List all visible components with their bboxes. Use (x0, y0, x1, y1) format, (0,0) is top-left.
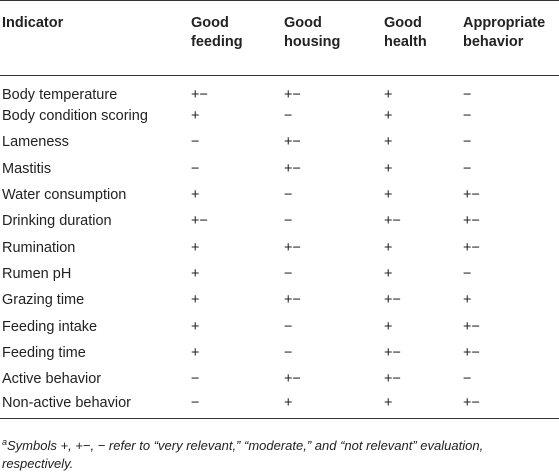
housing-cell: − (284, 265, 293, 282)
behavior-cell: +− (463, 213, 480, 230)
health-cell: + (384, 134, 393, 151)
indicator-cell: Feeding intake (2, 318, 98, 335)
table-row: Grazing time + +− +− + (0, 287, 559, 313)
feeding-cell: + (191, 187, 200, 204)
table-row: Active behavior − +− +− − (0, 366, 559, 392)
footnote-marker: a (2, 437, 8, 447)
feeding-cell: + (191, 108, 200, 125)
behavior-cell: +− (463, 187, 480, 204)
table-row: Feeding intake + − + +− (0, 313, 559, 339)
behavior-cell: − (463, 265, 472, 282)
feeding-cell: + (191, 265, 200, 282)
table-row: Body condition scoring + − + − (0, 103, 559, 129)
housing-cell: − (284, 187, 293, 204)
housing-cell: +− (284, 292, 301, 309)
housing-cell: + (279, 392, 379, 420)
health-cell: + (384, 265, 393, 282)
indicator-cell: Active behavior (2, 371, 102, 388)
housing-cell: +− (284, 160, 301, 177)
indicator-cell: Grazing time (2, 292, 85, 309)
housing-cell: − (284, 108, 293, 125)
health-cell: + (384, 160, 393, 177)
table-row: Lameness − +− + − (0, 129, 559, 155)
table-row: Mastitis − +− + − (0, 156, 559, 182)
health-cell: +− (384, 292, 401, 309)
feeding-cell: + (191, 239, 200, 256)
behavior-cell: +− (463, 318, 480, 335)
health-cell: +− (384, 344, 401, 361)
feeding-cell: − (186, 392, 279, 420)
table-row: Feeding time + − +− +− (0, 340, 559, 366)
header-appropriate-behavior: Appropriate behavior (458, 0, 559, 76)
health-cell: + (379, 392, 458, 420)
behavior-cell: − (463, 108, 472, 125)
feeding-cell: + (191, 344, 200, 361)
behavior-cell: − (463, 371, 472, 388)
table-row: Rumen pH + − + − (0, 261, 559, 287)
feeding-cell: − (191, 134, 200, 151)
header-good-feeding: Good feeding (186, 0, 279, 76)
feeding-cell: − (191, 160, 200, 177)
health-cell: + (384, 87, 393, 103)
indicator-cell: Mastitis (2, 160, 52, 177)
housing-cell: − (284, 213, 293, 230)
health-cell: + (384, 318, 393, 335)
feeding-cell: +− (191, 87, 208, 103)
header-good-housing: Good housing (279, 0, 379, 76)
behavior-cell: − (463, 160, 472, 177)
health-cell: + (384, 108, 393, 125)
header-good-health: Good health (379, 0, 458, 76)
housing-cell: − (284, 318, 293, 335)
table-row: Non-active behavior − + + +− (0, 392, 559, 420)
table-row: Body temperature +− +− + − (0, 76, 559, 103)
table-footnote: aSymbols +, +−, − refer to “very relevan… (2, 434, 557, 472)
behavior-cell: +− (458, 392, 559, 420)
indicator-cell: Water consumption (2, 187, 127, 204)
housing-cell: − (284, 344, 293, 361)
housing-cell: +− (284, 87, 301, 103)
feeding-cell: +− (191, 213, 208, 230)
indicator-cell: Rumination (2, 239, 76, 256)
indicator-cell: Non-active behavior (0, 392, 186, 420)
indicator-cell: Body condition scoring (2, 108, 148, 125)
behavior-cell: − (463, 134, 472, 151)
health-cell: +− (384, 371, 401, 388)
indicator-cell: Rumen pH (2, 265, 72, 282)
indicator-cell: Lameness (2, 134, 69, 151)
health-cell: + (384, 187, 393, 204)
table-row: Water consumption + − + +− (0, 182, 559, 208)
behavior-cell: +− (463, 239, 480, 256)
housing-cell: +− (284, 239, 301, 256)
health-cell: +− (384, 213, 401, 230)
feeding-cell: + (191, 292, 200, 309)
indicator-table: Indicator Good feeding Good housing Good he… (0, 0, 559, 420)
indicator-cell: Feeding time (2, 344, 86, 361)
behavior-cell: − (463, 87, 472, 103)
behavior-cell: +− (463, 344, 480, 361)
behavior-cell: + (463, 292, 472, 309)
header-row: Indicator Good feeding Good housing Good he… (0, 0, 559, 76)
indicator-cell: Body temperature (2, 87, 118, 103)
table-row: Drinking duration +− − +− +− (0, 208, 559, 234)
header-indicator: Indicator (0, 0, 186, 76)
feeding-cell: + (191, 318, 200, 335)
indicator-cell: Drinking duration (2, 213, 112, 230)
housing-cell: +− (284, 371, 301, 388)
housing-cell: +− (284, 134, 301, 151)
feeding-cell: − (191, 371, 200, 388)
footnote-text: Symbols +, +−, − refer to “very relevant… (2, 438, 484, 471)
health-cell: + (384, 239, 393, 256)
table-row: Rumination + +− + +− (0, 234, 559, 260)
